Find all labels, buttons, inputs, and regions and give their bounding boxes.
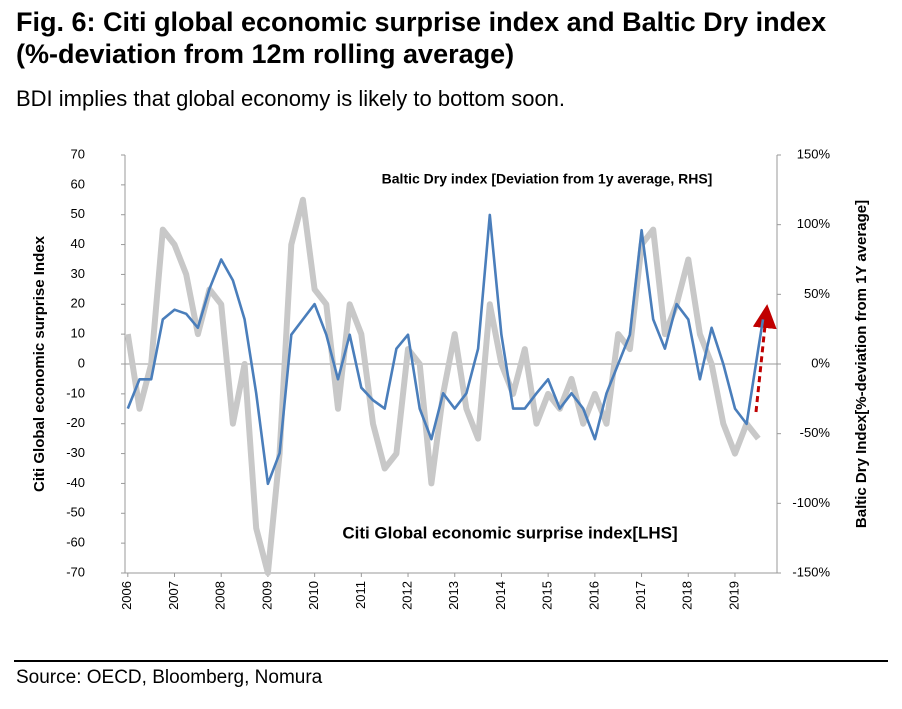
x-tick-label: 2018 — [680, 581, 695, 610]
y-tick-label: -70 — [66, 564, 85, 579]
y-tick-label: -40 — [66, 475, 85, 490]
legend-label: Citi Global economic surprise index[LHS] — [342, 523, 677, 542]
x-tick-label: 2013 — [446, 581, 461, 610]
y-tick-label: -10 — [66, 385, 85, 400]
series-line — [126, 213, 765, 486]
y-tick-label: 10 — [71, 326, 85, 341]
x-tick-label: 2011 — [353, 581, 368, 609]
y-tick-label: 40 — [71, 236, 85, 251]
y-tick-label: -50 — [66, 505, 85, 520]
y-tick-label: 0 — [78, 355, 85, 370]
x-tick-label: 2015 — [540, 581, 555, 610]
legend-label: Baltic Dry index [Deviation from 1y aver… — [382, 171, 713, 187]
x-tick-label: 2010 — [306, 581, 321, 610]
x-tick-label: 2019 — [726, 581, 741, 610]
chart-subtitle: BDI implies that global economy is likel… — [16, 86, 566, 111]
y2-axis-label: Baltic Dry Index[%-deviation from 1Y ave… — [853, 200, 870, 528]
x-tick-label: 2007 — [166, 581, 181, 610]
source-note: Source: OECD, Bloomberg, Nomura — [16, 667, 323, 688]
x-tick-label: 2012 — [399, 581, 414, 610]
y2-tick-label: 0% — [811, 355, 830, 370]
x-tick-label: 2014 — [493, 581, 508, 610]
y-tick-label: 30 — [71, 266, 85, 281]
y2-tick-label: 150% — [797, 146, 831, 161]
y-tick-label: 70 — [71, 146, 85, 161]
y-tick-label: 50 — [71, 206, 85, 221]
y2-tick-label: 50% — [804, 286, 830, 301]
x-tick-label: 2008 — [213, 581, 228, 610]
y-axis-label: Citi Global economic surprise Index — [31, 235, 48, 492]
x-tick-label: 2016 — [586, 581, 601, 610]
y-tick-label: -20 — [66, 415, 85, 430]
chart-title: Fig. 6: Citi global economic surprise in… — [16, 7, 827, 69]
y-tick-label: 20 — [71, 296, 85, 311]
series-line — [124, 196, 761, 576]
y2-tick-label: -100% — [792, 495, 830, 510]
x-tick-label: 2006 — [119, 581, 134, 610]
y-tick-label: -30 — [66, 445, 85, 460]
x-tick-label: 2017 — [633, 581, 648, 610]
y2-tick-label: -150% — [792, 564, 830, 579]
y2-tick-label: 100% — [797, 216, 831, 231]
y-tick-label: -60 — [66, 535, 85, 550]
source-rule — [14, 660, 888, 662]
trend-arrow — [752, 304, 777, 413]
x-tick-label: 2009 — [259, 581, 274, 610]
chart: Citi Global economic surprise Index Balt… — [31, 146, 870, 610]
y-tick-label: 60 — [71, 176, 85, 191]
y2-tick-label: -50% — [800, 425, 831, 440]
